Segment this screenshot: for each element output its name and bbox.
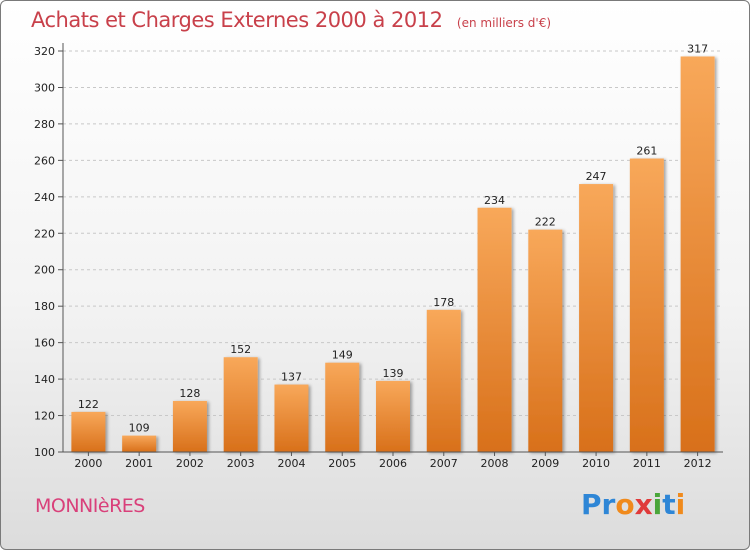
y-tick-label: 200	[34, 264, 55, 277]
logo-letter: o	[615, 488, 635, 521]
x-tick-label-2006: 2006	[379, 457, 407, 470]
bar-2006	[376, 380, 410, 452]
data-label-2002: 128	[179, 387, 200, 400]
logo-letter: t	[662, 488, 676, 521]
x-tick-label-2010: 2010	[582, 457, 610, 470]
grid-lines	[63, 50, 723, 417]
x-tick-label-2000: 2000	[74, 457, 102, 470]
x-tick-label-2001: 2001	[125, 457, 153, 470]
logo-letter: i	[675, 488, 686, 521]
bar-2007	[426, 309, 461, 452]
x-tick-label-2007: 2007	[430, 457, 458, 470]
bar-2002	[172, 400, 207, 452]
bar-2011	[629, 158, 664, 453]
y-tick-label: 120	[34, 410, 55, 423]
logo-letter: P	[581, 488, 602, 521]
data-label-2012: 317	[687, 42, 708, 55]
data-label-2011: 261	[636, 145, 657, 158]
proxiti-logo: Proxiti	[581, 488, 685, 521]
bar-2008	[477, 207, 512, 452]
y-tick-label: 140	[34, 373, 55, 386]
bar-2003	[223, 357, 258, 452]
y-tick-label: 100	[34, 446, 55, 459]
y-tick-label: 280	[34, 118, 55, 131]
x-tick-label-2005: 2005	[328, 457, 356, 470]
chart-title-main: Achats et Charges Externes 2000 à 2012	[31, 8, 443, 32]
data-label-2001: 109	[129, 422, 150, 435]
bar-2012	[680, 56, 715, 453]
data-label-2000: 122	[78, 398, 99, 411]
data-label-2005: 149	[332, 349, 353, 362]
x-tick-label-2012: 2012	[684, 457, 712, 470]
data-labels: 122 109 128 152 137 149 139 178 234 222 247 261 317	[78, 42, 708, 434]
data-label-2006: 139	[383, 367, 404, 380]
y-tick-label: 260	[34, 154, 55, 167]
bar-2001	[122, 435, 157, 452]
y-tick-label: 300	[34, 81, 55, 94]
x-tick-label-2002: 2002	[176, 457, 204, 470]
bar-2009	[528, 229, 563, 452]
x-tick-label-2008: 2008	[481, 457, 509, 470]
x-tick-label-2009: 2009	[531, 457, 559, 470]
data-label-2007: 178	[433, 296, 454, 309]
axes: 100 120 140 160 180 200 220 240 260 280 300 320 2000…	[34, 43, 723, 470]
bar-2010	[579, 184, 614, 453]
chart-subtitle: (en milliers d'€)	[456, 16, 552, 30]
data-label-2004: 137	[281, 371, 302, 384]
logo-letter: x	[634, 488, 653, 521]
data-label-2003: 152	[230, 343, 251, 356]
chart-title: Achats et Charges Externes 2000 à 2012 (…	[31, 8, 551, 32]
logo-letter: r	[601, 488, 616, 521]
data-label-2010: 247	[586, 170, 607, 183]
logo-letter: i	[652, 488, 663, 521]
bar-2005	[325, 362, 360, 452]
commune-name: MONNIèRES	[35, 495, 145, 517]
bars	[71, 56, 715, 453]
y-tick-label: 160	[34, 337, 55, 350]
y-tick-label: 180	[34, 300, 55, 313]
x-tick-label-2011: 2011	[633, 457, 661, 470]
x-tick-label-2004: 2004	[277, 457, 305, 470]
x-tick-label-2003: 2003	[227, 457, 255, 470]
bar-2000	[71, 411, 106, 452]
data-label-2009: 222	[535, 216, 556, 229]
data-label-2008: 234	[484, 194, 505, 207]
y-tick-label: 220	[34, 227, 55, 240]
y-tick-label: 240	[34, 191, 55, 204]
bar-2004	[274, 384, 309, 452]
y-tick-label: 320	[34, 45, 55, 58]
